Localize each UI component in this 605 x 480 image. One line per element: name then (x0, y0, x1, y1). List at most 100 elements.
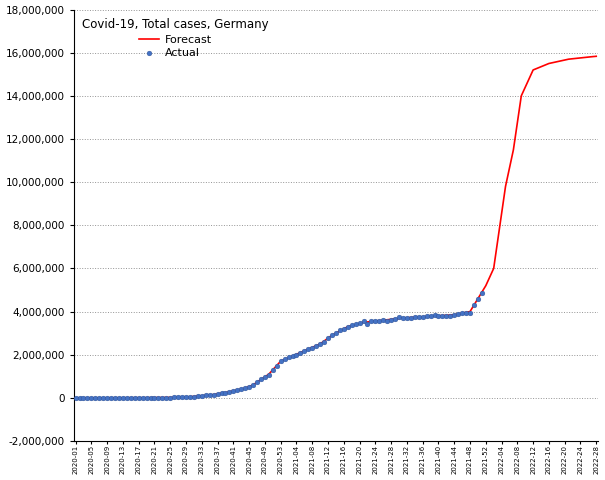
Actual (110, 394, 120, 402)
Forecast (399, 315, 407, 321)
Actual (465, 309, 475, 316)
Actual (74, 394, 84, 402)
Actual (134, 394, 143, 402)
Actual (71, 394, 80, 402)
Actual (90, 394, 100, 402)
Line: Forecast: Forecast (76, 56, 597, 398)
Actual (442, 312, 451, 320)
Forecast (108, 395, 115, 401)
Actual (430, 312, 439, 319)
Actual (457, 310, 467, 317)
Actual (331, 329, 341, 337)
Legend: Forecast, Actual: Forecast, Actual (79, 15, 272, 61)
Actual (461, 309, 471, 316)
Forecast (72, 395, 79, 401)
Actual (339, 325, 348, 333)
Forecast (415, 314, 422, 320)
Actual (410, 313, 420, 321)
Actual (406, 314, 416, 322)
Actual (213, 390, 223, 398)
Actual (323, 334, 333, 342)
Actual (79, 394, 88, 402)
Actual (319, 338, 329, 346)
Actual (304, 345, 313, 352)
Actual (386, 316, 396, 324)
Actual (292, 351, 301, 359)
Actual (82, 394, 92, 402)
Actual (418, 313, 428, 321)
Actual (138, 394, 148, 402)
Actual (181, 394, 191, 401)
Actual (224, 388, 234, 396)
Actual (244, 383, 254, 391)
Actual (450, 311, 459, 318)
Actual (276, 358, 286, 365)
Actual (299, 347, 309, 355)
Actual (232, 386, 242, 394)
Actual (473, 295, 483, 303)
Actual (280, 355, 289, 363)
Actual (237, 385, 246, 393)
Actual (169, 394, 179, 401)
Actual (296, 349, 306, 357)
Actual (437, 312, 447, 320)
Actual (142, 394, 151, 402)
Actual (422, 312, 431, 320)
Actual (118, 394, 128, 402)
Actual (272, 362, 281, 370)
Actual (382, 317, 392, 325)
Actual (268, 366, 278, 373)
Actual (185, 393, 195, 401)
Actual (367, 317, 376, 325)
Actual (126, 394, 136, 402)
Actual (209, 391, 218, 398)
Actual (260, 373, 270, 381)
Actual (205, 391, 215, 399)
Actual (327, 331, 337, 338)
Actual (87, 394, 96, 402)
Actual (414, 313, 424, 321)
Actual (434, 312, 443, 320)
Actual (248, 381, 258, 389)
Actual (374, 317, 384, 324)
Forecast (431, 313, 438, 319)
Actual (94, 394, 104, 402)
Actual (402, 314, 412, 322)
Actual (193, 392, 203, 400)
Actual (426, 312, 436, 320)
Actual (256, 375, 266, 383)
Actual (351, 320, 361, 327)
Actual (469, 301, 479, 309)
Actual (130, 394, 140, 402)
Actual (157, 394, 167, 401)
Actual (287, 352, 297, 360)
Actual (284, 353, 293, 361)
Actual (347, 322, 356, 329)
Actual (362, 320, 372, 327)
Actual (106, 394, 116, 402)
Actual (343, 323, 353, 331)
Actual (173, 394, 183, 401)
Actual (122, 394, 132, 402)
Actual (394, 313, 404, 321)
Forecast (573, 55, 580, 61)
Actual (162, 394, 171, 401)
Actual (477, 289, 486, 297)
Actual (355, 320, 364, 327)
Actual (378, 316, 388, 324)
Actual (217, 390, 226, 397)
Actual (398, 314, 408, 322)
Actual (146, 394, 155, 402)
Actual (114, 394, 124, 402)
Actual (312, 342, 321, 349)
Actual (201, 392, 211, 399)
Actual (189, 393, 198, 400)
Actual (370, 317, 380, 325)
Actual (445, 312, 455, 320)
Forecast (593, 53, 600, 59)
Actual (99, 394, 108, 402)
Forecast (561, 57, 568, 63)
Actual (177, 394, 187, 401)
Actual (252, 379, 262, 386)
Actual (335, 326, 345, 334)
